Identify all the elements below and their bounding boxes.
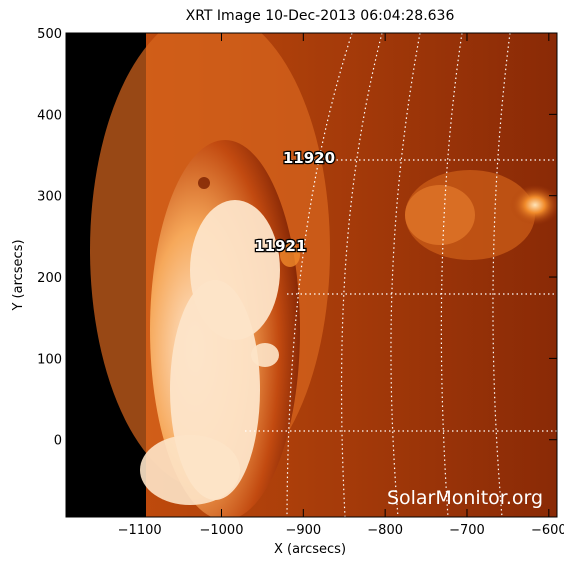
y-tick-label: 400 [37,108,62,123]
y-tick-label: 200 [37,271,62,286]
active-region-label: 11920 [283,149,335,167]
y-tick-label: 100 [37,352,62,367]
x-tick-label: −600 [531,523,564,538]
x-tick-label: −700 [449,523,485,538]
x-axis-ticks: −1100 −1000 −900 −800 −700 −600 [118,33,564,538]
x-tick-label: −1000 [199,523,243,538]
y-tick-label: 0 [54,434,62,449]
xrt-image [66,33,557,517]
active-region-label: 11921 [254,237,306,255]
x-tick-label: −1100 [118,523,162,538]
x-tick-label: −800 [367,523,403,538]
plot-frame [65,32,558,518]
active-region-labels: 11920 11921 [253,148,336,256]
watermark: SolarMonitor.org [387,487,543,509]
y-axis-title: Y (arcsecs) [11,239,26,311]
y-tick-label: 300 [37,190,62,205]
x-axis-title: X (arcsecs) [274,542,346,557]
heliographic-grid [245,33,557,517]
x-tick-label: −900 [285,523,321,538]
y-tick-label: 500 [37,27,62,42]
y-axis-ticks: 0 100 200 300 400 500 [37,27,557,449]
plot-title: XRT Image 10-Dec-2013 06:04:28.636 [186,8,455,24]
